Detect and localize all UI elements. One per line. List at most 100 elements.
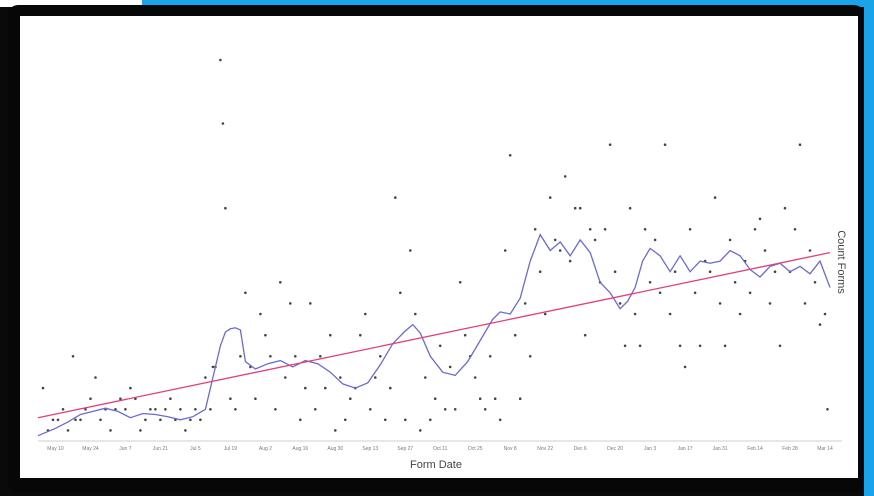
data-point-140	[728, 238, 732, 242]
data-point-95	[503, 249, 507, 252]
data-point-158	[818, 323, 822, 326]
data-point-91	[483, 408, 487, 411]
data-point-150	[778, 344, 782, 348]
data-point-151	[783, 206, 787, 210]
data-point-79	[424, 376, 427, 379]
data-point-137	[713, 196, 717, 199]
data-point-96	[508, 154, 512, 157]
data-point-73	[394, 196, 397, 199]
data-point-51	[284, 376, 287, 379]
data-point-125	[653, 238, 657, 242]
data-point-117	[613, 270, 617, 274]
data-point-18	[129, 386, 132, 390]
data-point-53	[294, 355, 297, 358]
trend-line	[37, 251, 831, 419]
data-point-78	[419, 429, 422, 432]
data-point-128	[668, 312, 672, 316]
data-point-8	[79, 418, 82, 422]
data-point-126	[658, 291, 662, 295]
data-point-113	[593, 238, 597, 242]
data-point-21	[144, 418, 147, 422]
data-point-146	[758, 217, 762, 221]
x-tick-label-5: Jul 19	[224, 446, 238, 452]
data-point-67	[364, 312, 367, 316]
data-point-110	[578, 206, 582, 210]
data-point-132	[688, 228, 692, 231]
data-point-7	[74, 418, 77, 422]
x-tick-label-22: Mar 14	[817, 446, 833, 452]
data-point-10	[89, 397, 92, 401]
x-tick-label-9: Sep 13	[362, 446, 378, 452]
data-point-118	[618, 302, 622, 305]
x-tick-label-8: Aug 30	[327, 446, 343, 452]
data-point-58	[319, 355, 322, 358]
data-point-123	[643, 228, 647, 231]
data-point-145	[753, 228, 757, 231]
data-point-9	[84, 408, 87, 411]
trend-line-layer	[37, 251, 831, 419]
data-point-20	[139, 429, 142, 432]
data-point-57	[314, 408, 317, 411]
data-point-120	[628, 206, 632, 210]
data-point-134	[698, 344, 702, 348]
data-point-116	[608, 143, 612, 146]
data-point-0	[41, 386, 45, 390]
data-point-14	[109, 429, 112, 432]
data-point-155	[803, 302, 807, 305]
data-point-69	[374, 376, 377, 379]
data-point-63	[344, 418, 347, 422]
chart-panel	[20, 16, 858, 478]
data-point-61	[334, 429, 337, 432]
data-point-142	[738, 312, 742, 316]
data-point-86	[458, 281, 462, 284]
x-tick-label-21: Feb 28	[782, 446, 798, 452]
data-point-106	[558, 249, 562, 252]
background-band-right	[864, 0, 874, 496]
data-point-89	[473, 376, 477, 379]
data-point-147	[763, 249, 767, 252]
data-point-130	[678, 344, 682, 348]
data-point-25	[164, 408, 167, 411]
x-tick-label-3: Jun 21	[153, 446, 168, 452]
x-tick-label-0: May 10	[47, 446, 64, 452]
x-tick-labels: May 10 May 24 Jun 7 Jun 21 Jul 5 Jul 19 Aug 2 A…	[47, 446, 833, 452]
data-point-34	[209, 408, 212, 411]
data-point-160	[826, 408, 829, 411]
x-tick-label-12: Oct 25	[468, 446, 483, 452]
data-point-133	[693, 291, 697, 295]
data-point-70	[379, 355, 382, 358]
data-point-31	[194, 408, 197, 411]
data-point-90	[478, 397, 482, 401]
x-tick-label-11: Oct 11	[433, 446, 448, 452]
x-tick-label-18: Jan 17	[678, 446, 693, 452]
data-point-127	[663, 143, 667, 146]
x-tick-label-19: Jan 31	[713, 446, 728, 452]
x-tick-label-4: Jul 5	[190, 446, 201, 452]
data-point-149	[773, 270, 777, 274]
data-point-42	[239, 355, 242, 358]
data-point-109	[573, 206, 577, 210]
points-layer	[41, 58, 829, 432]
data-point-59	[324, 386, 327, 390]
data-point-33	[204, 376, 207, 379]
data-point-84	[448, 365, 452, 369]
data-point-94	[498, 418, 502, 422]
data-point-105	[553, 238, 557, 242]
data-point-104	[548, 196, 552, 199]
x-axis-label: Form Date	[410, 459, 462, 471]
y-axis-label: Count Forms	[835, 230, 847, 294]
data-point-45	[254, 397, 257, 401]
data-point-98	[518, 397, 522, 401]
data-point-6	[71, 355, 75, 358]
x-tick-label-13: Nov 8	[504, 446, 517, 452]
data-point-80	[429, 418, 432, 422]
data-point-29	[184, 429, 187, 432]
data-point-71	[384, 418, 387, 422]
data-point-82	[438, 344, 442, 348]
data-point-112	[588, 228, 592, 231]
background-band	[0, 0, 874, 7]
data-point-92	[488, 355, 492, 358]
data-point-22	[149, 408, 152, 411]
data-point-129	[673, 270, 677, 274]
data-point-97	[513, 333, 517, 337]
